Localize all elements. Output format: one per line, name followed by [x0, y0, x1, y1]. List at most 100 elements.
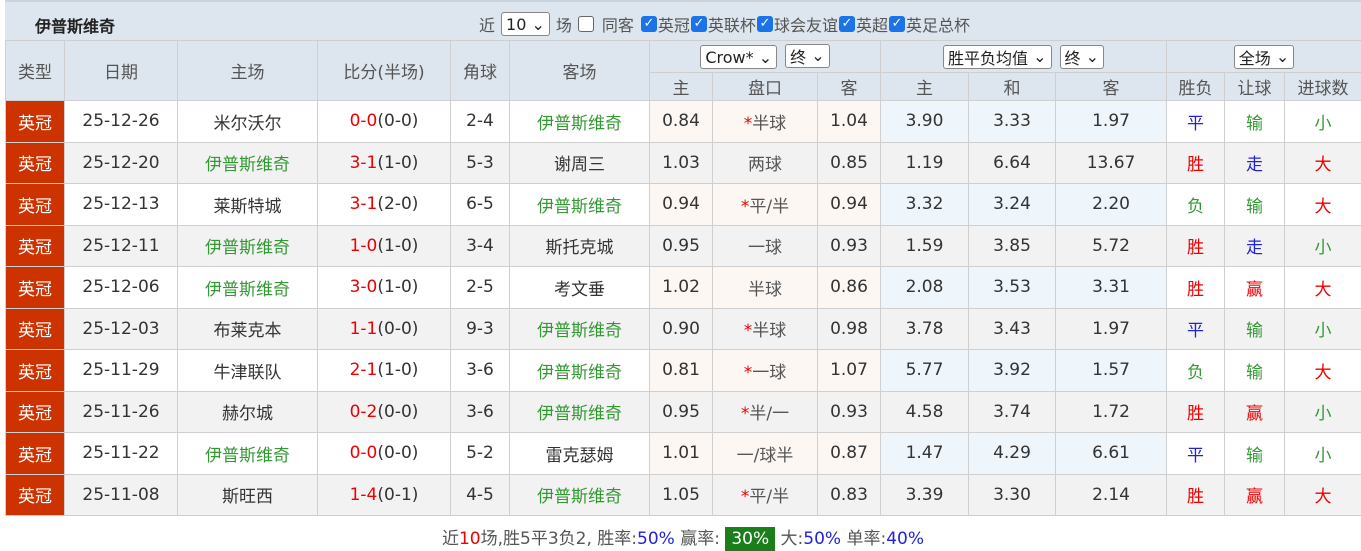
result: 胜	[1167, 391, 1225, 433]
score-cell: 2-1(1-0)	[318, 350, 451, 392]
league-type[interactable]: 英冠	[6, 350, 65, 392]
company-select[interactable]: Crow* ⌄	[700, 45, 777, 69]
home-team[interactable]: 伊普斯维奇	[178, 142, 318, 184]
home-team[interactable]: 伊普斯维奇	[178, 267, 318, 309]
league-checkbox[interactable]: ✓	[691, 16, 707, 32]
goals-result: 小	[1285, 391, 1361, 433]
league-type[interactable]: 英冠	[6, 308, 65, 350]
table-row[interactable]: 英冠 25-11-08 斯旺西 1-4(0-1) 4-5 伊普斯维奇 1.05 …	[6, 474, 1361, 516]
score-cell: 1-1(0-0)	[318, 308, 451, 350]
euro-draw: 3.33	[969, 101, 1056, 143]
home-team[interactable]: 牛津联队	[178, 350, 318, 392]
corners: 3-6	[451, 391, 510, 433]
odds-home: 1.02	[650, 267, 713, 309]
match-count-select[interactable]: 10 ⌄	[501, 12, 550, 36]
league-checkbox[interactable]: ✓	[641, 16, 657, 32]
half-score: (1-0)	[377, 236, 418, 256]
home-team[interactable]: 伊普斯维奇	[178, 433, 318, 475]
league-type[interactable]: 英冠	[6, 225, 65, 267]
odds-stage-select[interactable]: 终 ⌄	[785, 44, 830, 68]
league-type[interactable]: 英冠	[6, 391, 65, 433]
euro-stage-value: 终	[1065, 45, 1081, 69]
away-team[interactable]: 伊普斯维奇	[510, 184, 650, 226]
corners: 4-5	[451, 474, 510, 516]
league-type[interactable]: 英冠	[6, 184, 65, 226]
cover-rate-badge: 30%	[725, 527, 775, 551]
table-row[interactable]: 英冠 25-11-26 赫尔城 0-2(0-0) 3-6 伊普斯维奇 0.95 …	[6, 391, 1361, 433]
league-checkbox[interactable]: ✓	[839, 16, 855, 32]
half-score: (0-0)	[377, 319, 418, 339]
table-row[interactable]: 英冠 25-12-26 米尔沃尔 0-0(0-0) 2-4 伊普斯维奇 0.84…	[6, 101, 1361, 143]
away-team[interactable]: 伊普斯维奇	[510, 350, 650, 392]
league-type[interactable]: 英冠	[6, 142, 65, 184]
table-row[interactable]: 英冠 25-12-11 伊普斯维奇 1-0(1-0) 3-4 斯托克城 0.95…	[6, 225, 1361, 267]
scope-header: 全场 ⌄	[1167, 41, 1361, 73]
corners: 5-2	[451, 433, 510, 475]
odds-home: 0.90	[650, 308, 713, 350]
home-team[interactable]: 莱斯特城	[178, 184, 318, 226]
league-checkbox[interactable]: ✓	[889, 16, 905, 32]
away-team[interactable]: 伊普斯维奇	[510, 391, 650, 433]
handicap-cell: *平/半	[713, 184, 818, 226]
handicap: 平/半	[749, 487, 789, 507]
league-type[interactable]: 英冠	[6, 474, 65, 516]
table-row[interactable]: 英冠 25-12-06 伊普斯维奇 3-0(1-0) 2-5 考文垂 1.02 …	[6, 267, 1361, 309]
table-row[interactable]: 英冠 25-11-22 伊普斯维奇 0-0(0-0) 5-2 雷克瑟姆 1.01…	[6, 433, 1361, 475]
euro-draw: 3.43	[969, 308, 1056, 350]
odds-away: 0.83	[818, 474, 881, 516]
home-team[interactable]: 布莱克本	[178, 308, 318, 350]
win-rate: 50%	[637, 529, 675, 549]
header-away: 客场	[510, 41, 650, 101]
home-team[interactable]: 伊普斯维奇	[178, 225, 318, 267]
home-team[interactable]: 赫尔城	[178, 391, 318, 433]
league-type[interactable]: 英冠	[6, 433, 65, 475]
away-team[interactable]: 伊普斯维奇	[510, 474, 650, 516]
scope-value: 全场	[1239, 45, 1271, 69]
euro-stage-select[interactable]: 终 ⌄	[1060, 45, 1105, 69]
handicap: 半球	[752, 321, 786, 341]
home-team[interactable]: 斯旺西	[178, 474, 318, 516]
handicap: 一/球半	[737, 446, 794, 466]
full-score: 3-1	[350, 194, 378, 214]
team-title: 伊普斯维奇	[35, 13, 115, 37]
away-team[interactable]: 斯托克城	[510, 225, 650, 267]
away-team[interactable]: 考文垂	[510, 267, 650, 309]
handicap-cell: *半/一	[713, 391, 818, 433]
table-row[interactable]: 英冠 25-12-03 布莱克本 1-1(0-0) 9-3 伊普斯维奇 0.90…	[6, 308, 1361, 350]
euro-away: 1.97	[1056, 308, 1167, 350]
handicap: 一球	[748, 238, 782, 258]
away-team[interactable]: 伊普斯维奇	[510, 101, 650, 143]
half-score: (2-0)	[377, 194, 418, 214]
table-row[interactable]: 英冠 25-12-13 莱斯特城 3-1(2-0) 6-5 伊普斯维奇 0.94…	[6, 184, 1361, 226]
euro-draw: 3.30	[969, 474, 1056, 516]
handicap-star: *	[744, 363, 753, 383]
league-type[interactable]: 英冠	[6, 101, 65, 143]
away-team[interactable]: 雷克瑟姆	[510, 433, 650, 475]
away-team[interactable]: 谢周三	[510, 142, 650, 184]
scope-select[interactable]: 全场 ⌄	[1234, 45, 1295, 69]
same-away-checkbox[interactable]	[578, 16, 594, 32]
handicap-cell: *半球	[713, 308, 818, 350]
league-type[interactable]: 英冠	[6, 267, 65, 309]
away-team[interactable]: 伊普斯维奇	[510, 308, 650, 350]
corners: 2-5	[451, 267, 510, 309]
euro-away: 6.61	[1056, 433, 1167, 475]
header-corner: 角球	[451, 41, 510, 101]
score-cell: 1-0(1-0)	[318, 225, 451, 267]
table-row[interactable]: 英冠 25-12-20 伊普斯维奇 3-1(1-0) 5-3 谢周三 1.03 …	[6, 142, 1361, 184]
euro-home: 2.08	[881, 267, 969, 309]
corners: 3-6	[451, 350, 510, 392]
league-checkbox[interactable]: ✓	[757, 16, 773, 32]
home-team[interactable]: 米尔沃尔	[178, 101, 318, 143]
score-cell: 0-2(0-0)	[318, 391, 451, 433]
euro-value: 胜平负均值	[948, 45, 1028, 69]
odds-away: 0.98	[818, 308, 881, 350]
euro-away: 5.72	[1056, 225, 1167, 267]
league-label: 英联杯	[708, 12, 756, 36]
euro-home: 5.77	[881, 350, 969, 392]
goals-result: 小	[1285, 101, 1361, 143]
table-row[interactable]: 英冠 25-11-29 牛津联队 2-1(1-0) 3-6 伊普斯维奇 0.81…	[6, 350, 1361, 392]
euro-home: 3.39	[881, 474, 969, 516]
euro-select[interactable]: 胜平负均值 ⌄	[943, 45, 1052, 69]
header-score: 比分(半场)	[318, 41, 451, 101]
